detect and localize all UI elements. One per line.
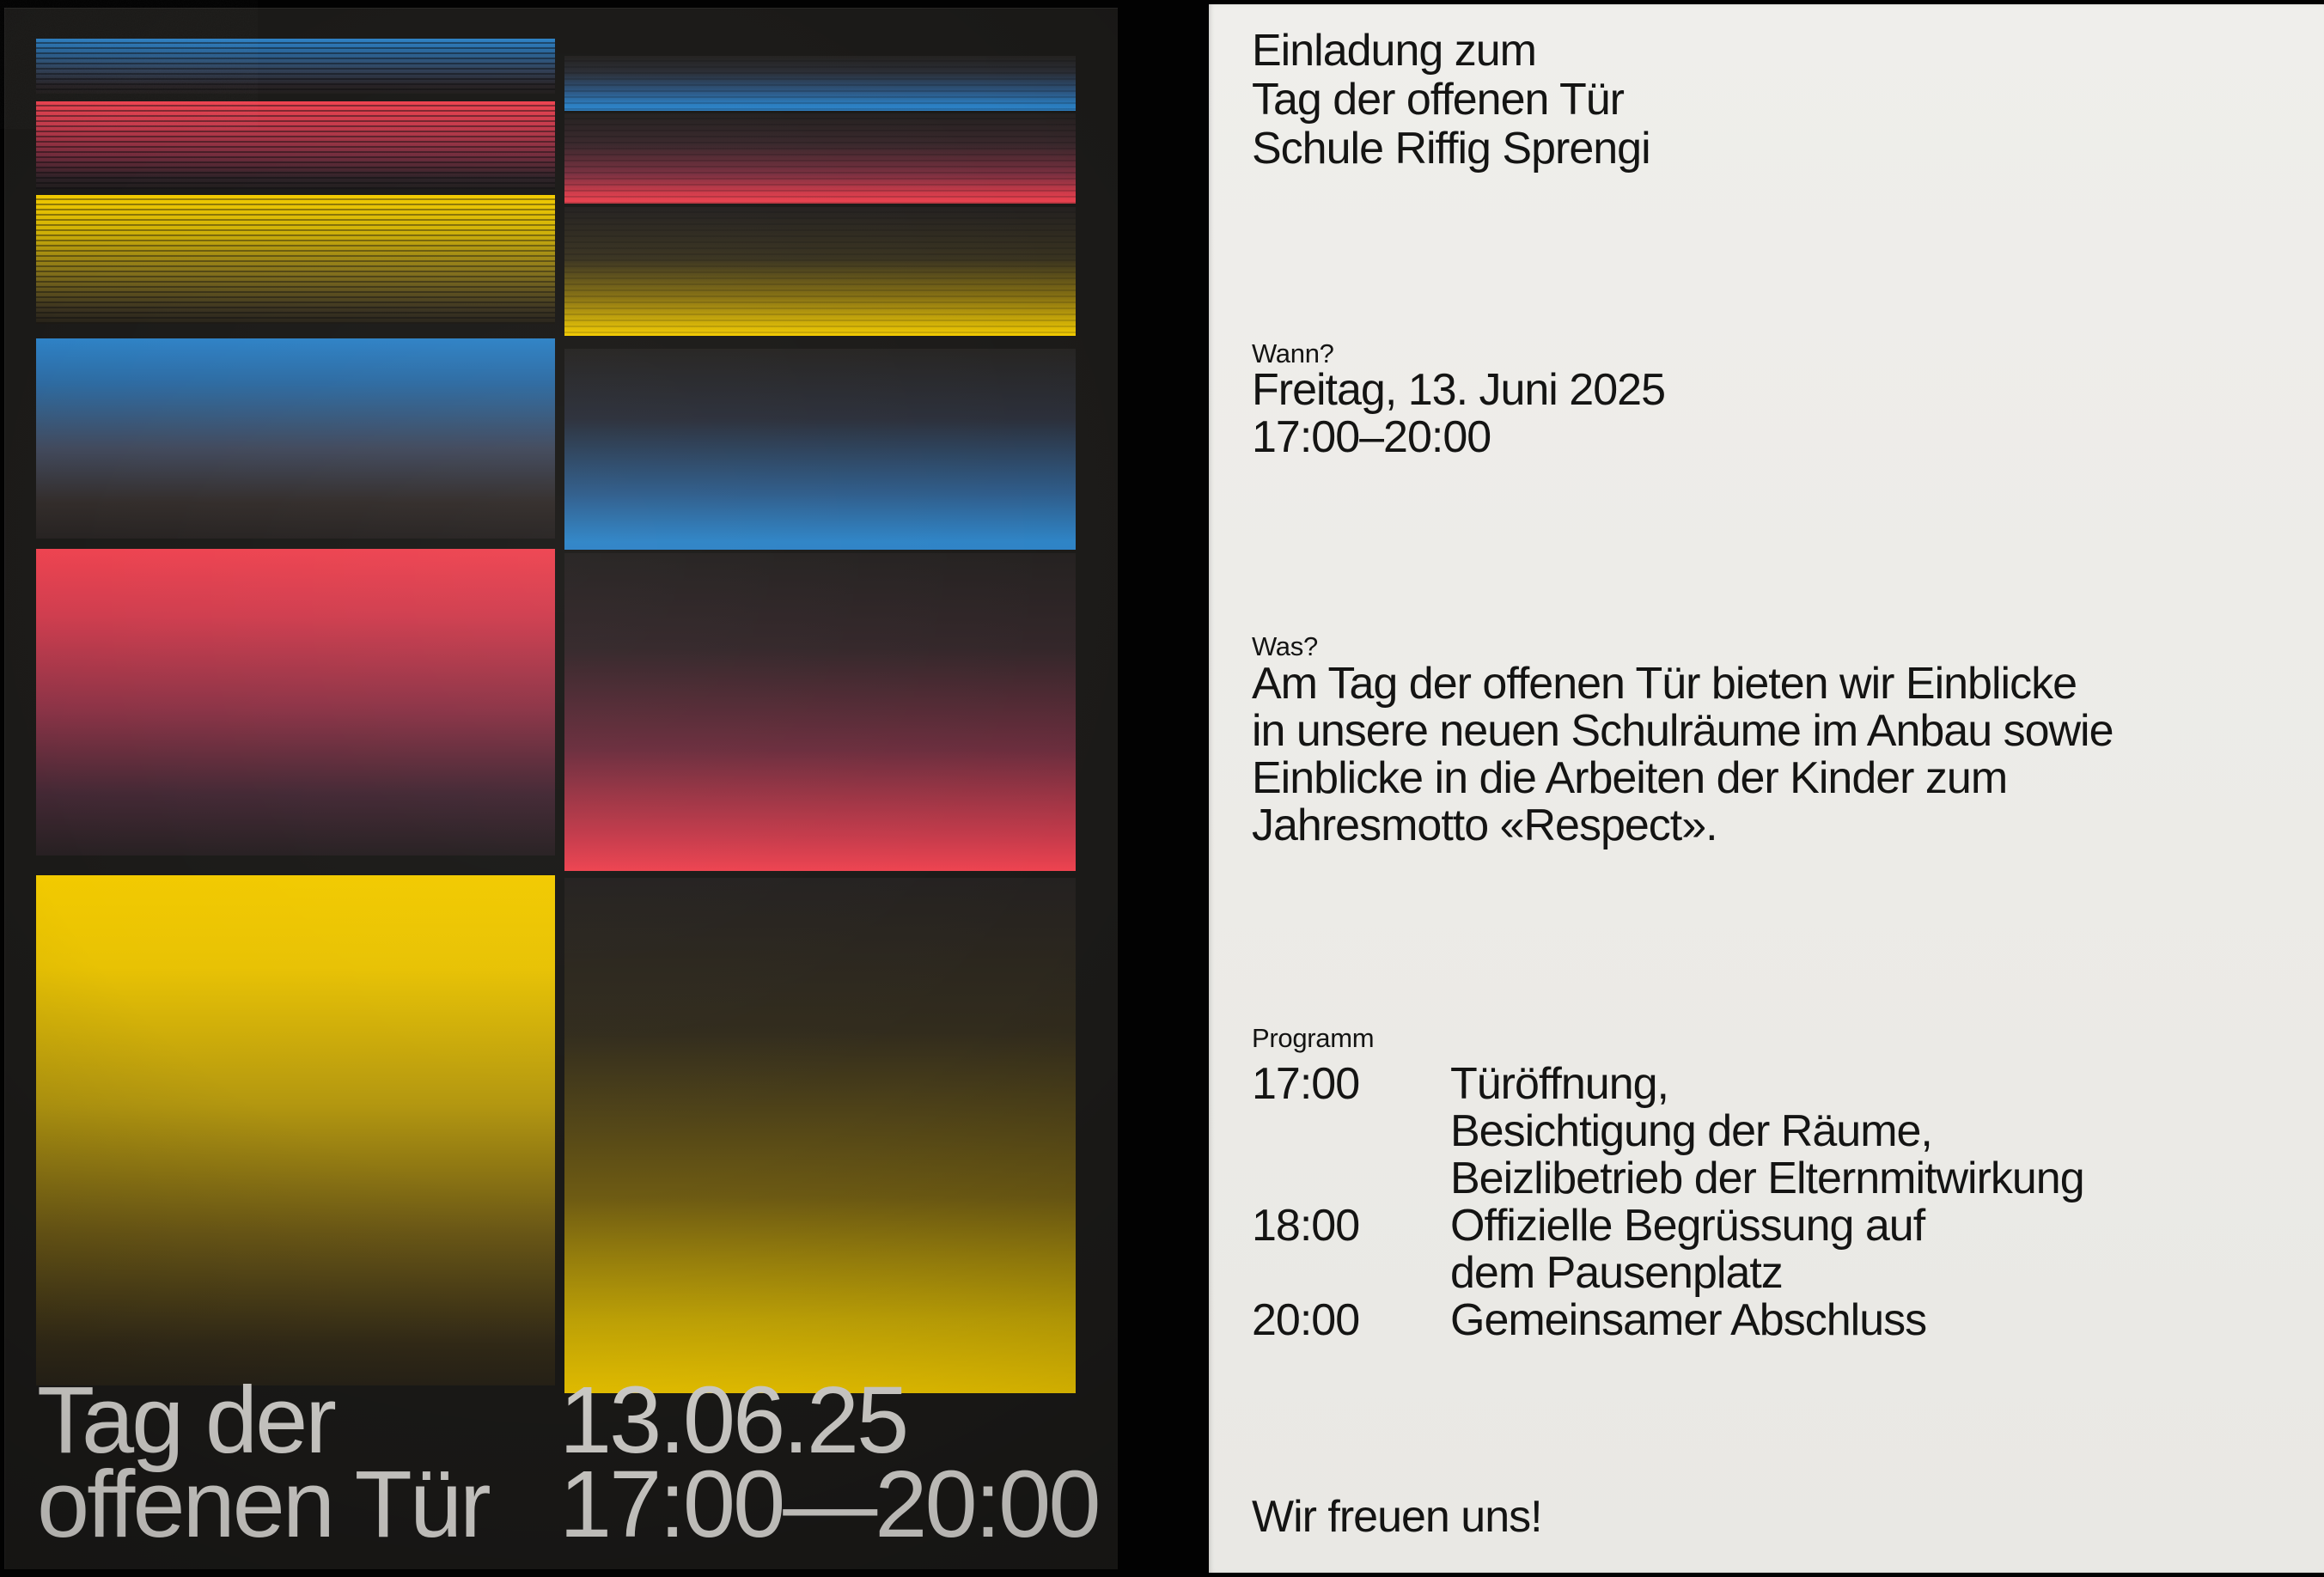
program-description: Türöffnung, Besichtigung der Räume, Beiz… bbox=[1450, 1059, 2085, 1203]
poster-title-line2: offenen Tür bbox=[37, 1452, 491, 1557]
program-desc-line: Beizlibetrieb der Elternmitwirkung bbox=[1450, 1154, 2085, 1203]
heading-line3: Schule Riffig Sprengi bbox=[1252, 124, 1651, 174]
program-time: 18:00 bbox=[1252, 1201, 1360, 1251]
poster-time: 17:00—20:00 bbox=[559, 1452, 1101, 1557]
poster-date: 13.06.25 bbox=[559, 1367, 909, 1473]
poster-block-right-red-small bbox=[564, 113, 1076, 204]
program-desc-line: Offizielle Begrüssung auf bbox=[1450, 1201, 1925, 1251]
program-desc-line: Türöffnung, bbox=[1450, 1059, 1669, 1109]
what-label: Was? bbox=[1252, 631, 1318, 661]
program-desc-line: Gemeinsamer Abschluss bbox=[1450, 1295, 1927, 1345]
closing-text: Wir freuen uns! bbox=[1252, 1492, 1543, 1542]
poster-block-right-red-large bbox=[564, 553, 1076, 871]
program-label: Programm bbox=[1252, 1023, 1375, 1053]
poster-block-left-yellow-large bbox=[36, 875, 555, 1385]
program-desc-line: Besichtigung der Räume, bbox=[1450, 1106, 1933, 1156]
program-time: 20:00 bbox=[1252, 1295, 1360, 1345]
when-line2: 17:00–20:00 bbox=[1252, 412, 1491, 462]
poster-panel: Tag der offenen Tür 13.06.25 17:00—20:00 bbox=[4, 8, 1118, 1569]
program-description: Gemeinsamer Abschluss bbox=[1450, 1295, 1927, 1345]
when-text: Freitag, 13. Juni 2025 17:00–20:00 bbox=[1252, 365, 1666, 462]
program-desc-line: dem Pausenplatz bbox=[1450, 1248, 1784, 1298]
heading-line2: Tag der offenen Tür bbox=[1252, 75, 1625, 125]
poster-block-left-red-large bbox=[36, 549, 555, 855]
what-line4: Jahresmotto «Respect». bbox=[1252, 801, 1718, 850]
what-line3: Einblicke in die Arbeiten der Kinder zum bbox=[1252, 753, 2008, 803]
invitation-heading: Einladung zum Tag der offenen Tür Schule… bbox=[1252, 26, 1651, 174]
poster-block-left-blue-striped bbox=[36, 39, 555, 94]
poster-date-time: 13.06.25 17:00—20:00 bbox=[559, 1367, 1101, 1557]
program-row: 17:00 Türöffnung, Besichtigung der Räume… bbox=[1252, 1059, 2085, 1203]
poster-block-right-blue-large bbox=[564, 349, 1076, 550]
what-line2: in unsere neuen Schulräume im Anbau sowi… bbox=[1252, 706, 2114, 756]
invitation-panel: Einladung zum Tag der offenen Tür Schule… bbox=[1209, 4, 2324, 1573]
heading-line1: Einladung zum bbox=[1252, 26, 1537, 76]
program-row: 18:00 Offizielle Begrüssung auf dem Paus… bbox=[1252, 1203, 2084, 1297]
program-row: 20:00 Gemeinsamer Abschluss bbox=[1252, 1297, 2084, 1344]
program-time: 17:00 bbox=[1252, 1059, 1360, 1109]
poster-block-left-blue-large bbox=[36, 338, 555, 539]
when-label: Wann? bbox=[1252, 338, 1334, 368]
program-list: 17:00 Türöffnung, Besichtigung der Räume… bbox=[1252, 1059, 2085, 1344]
program-description: Offizielle Begrüssung auf dem Pausenplat… bbox=[1450, 1201, 1925, 1298]
poster-title-line1: Tag der bbox=[37, 1367, 337, 1473]
poster-block-right-yellow-small bbox=[564, 207, 1076, 336]
poster-title: Tag der offenen Tür bbox=[37, 1367, 491, 1557]
what-line1: Am Tag der offenen Tür bieten wir Einbli… bbox=[1252, 659, 2077, 709]
poster-block-right-blue-small bbox=[564, 56, 1076, 111]
poster-block-left-red-striped bbox=[36, 101, 555, 189]
poster-block-right-yellow-large bbox=[564, 878, 1076, 1393]
when-line1: Freitag, 13. Juni 2025 bbox=[1252, 365, 1666, 415]
what-text: Am Tag der offenen Tür bieten wir Einbli… bbox=[1252, 661, 2114, 849]
poster-block-left-yellow-striped bbox=[36, 195, 555, 324]
